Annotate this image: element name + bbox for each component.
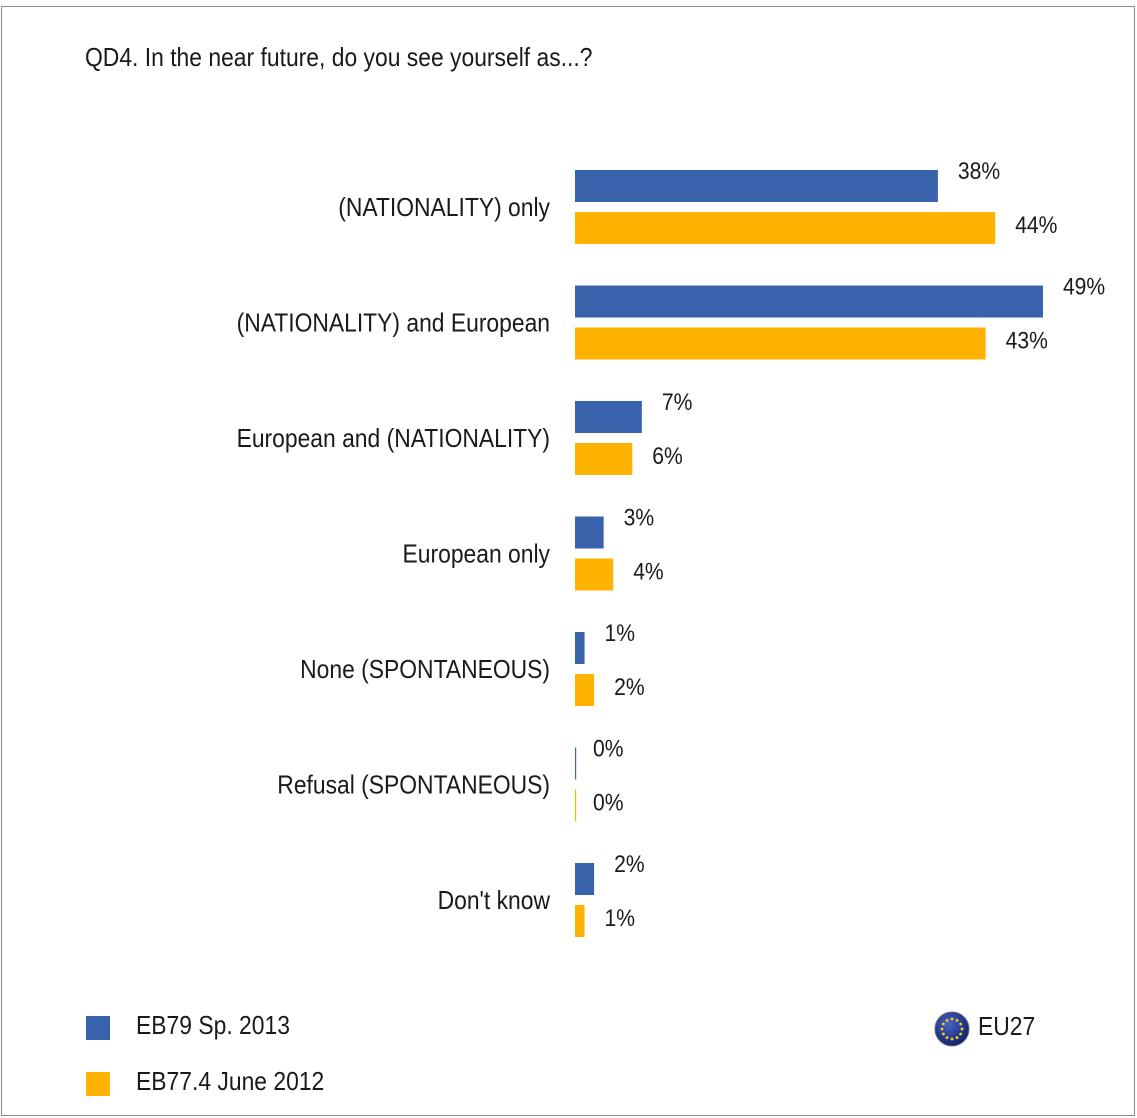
value-label-series-2-european-only: 4% — [633, 558, 664, 585]
bar-series-1-nationality-and-european — [575, 285, 1043, 318]
eu-flag-star — [955, 1036, 959, 1040]
value-label-series-1-nationality-and-european: 49% — [1063, 273, 1105, 300]
category-label-nationality-only: (NATIONALITY) only — [338, 194, 550, 223]
value-label-series-1-european-only: 3% — [624, 504, 655, 531]
legend-swatch-series-2 — [86, 1072, 110, 1096]
bar-series-1-european-and-nationality — [575, 401, 642, 433]
eu-flag-star — [959, 1022, 963, 1026]
bar-series-2-european-and-nationality — [575, 443, 633, 475]
eu-flag-star — [941, 1032, 945, 1036]
legend-label-series-2: EB77.4 June 2012 — [136, 1066, 325, 1096]
category-label-none-spontaneous: None (SPONTANEOUS) — [300, 656, 550, 685]
eu-flag-star — [945, 1036, 949, 1040]
bar-series-1-none-spontaneous — [575, 632, 585, 664]
bar-series-2-nationality-and-european — [575, 327, 986, 360]
category-label-refusal-spontaneous: Refusal (SPONTANEOUS) — [277, 771, 550, 800]
value-label-series-2-european-and-nationality: 6% — [652, 443, 683, 470]
category-label-nationality-and-european: (NATIONALITY) and European — [237, 309, 550, 338]
eu-flag-icon — [934, 1011, 970, 1047]
value-label-series-1-don-t-know: 2% — [614, 851, 645, 878]
category-label-don-t-know: Don't know — [438, 887, 551, 916]
bar-series-2-don-t-know — [575, 905, 585, 937]
bar-series-1-nationality-only — [575, 170, 938, 202]
value-label-series-2-nationality-only: 44% — [1015, 212, 1057, 239]
category-label-european-only: European only — [403, 540, 551, 569]
legend-label-series-1: EB79 Sp. 2013 — [136, 1010, 290, 1040]
value-label-series-2-refusal-spontaneous: 0% — [593, 789, 624, 816]
eu-flag-star — [950, 1017, 954, 1021]
value-label-series-1-european-and-nationality: 7% — [662, 389, 693, 416]
value-label-series-2-nationality-and-european: 43% — [1006, 327, 1048, 354]
eu-flag-star — [945, 1018, 949, 1022]
value-label-series-2-none-spontaneous: 2% — [614, 674, 645, 701]
chart-frame — [1, 6, 1135, 1116]
bar-series-2-none-spontaneous — [575, 674, 595, 706]
bar-chart: (NATIONALITY) only 38% 44% (NATIONALITY) an… — [237, 158, 1105, 937]
eu-flag-star — [941, 1022, 945, 1026]
eu-flag-star — [960, 1027, 964, 1031]
bar-series-2-european-only — [575, 558, 614, 591]
category-label-european-and-nationality: European and (NATIONALITY) — [237, 425, 550, 454]
chart-title: QD4. In the near future, do you see your… — [85, 42, 593, 72]
bar-series-2-refusal-spontaneous — [575, 789, 577, 822]
bar-series-2-nationality-only — [575, 212, 996, 244]
value-label-series-1-none-spontaneous: 1% — [605, 620, 636, 647]
value-label-series-1-refusal-spontaneous: 0% — [593, 735, 624, 762]
bar-series-1-european-only — [575, 516, 604, 549]
bar-series-1-don-t-know — [575, 863, 595, 895]
eu-flag-star — [959, 1032, 963, 1036]
region-label: EU27 — [978, 1011, 1036, 1041]
eu-flag-star — [955, 1018, 959, 1022]
legend-swatch-series-1 — [86, 1016, 110, 1040]
value-label-series-2-don-t-know: 1% — [605, 905, 636, 932]
bar-series-1-refusal-spontaneous — [575, 747, 577, 780]
eu-flag-star — [950, 1037, 954, 1041]
eu-flag-star — [940, 1027, 944, 1031]
value-label-series-1-nationality-only: 38% — [958, 158, 1000, 185]
